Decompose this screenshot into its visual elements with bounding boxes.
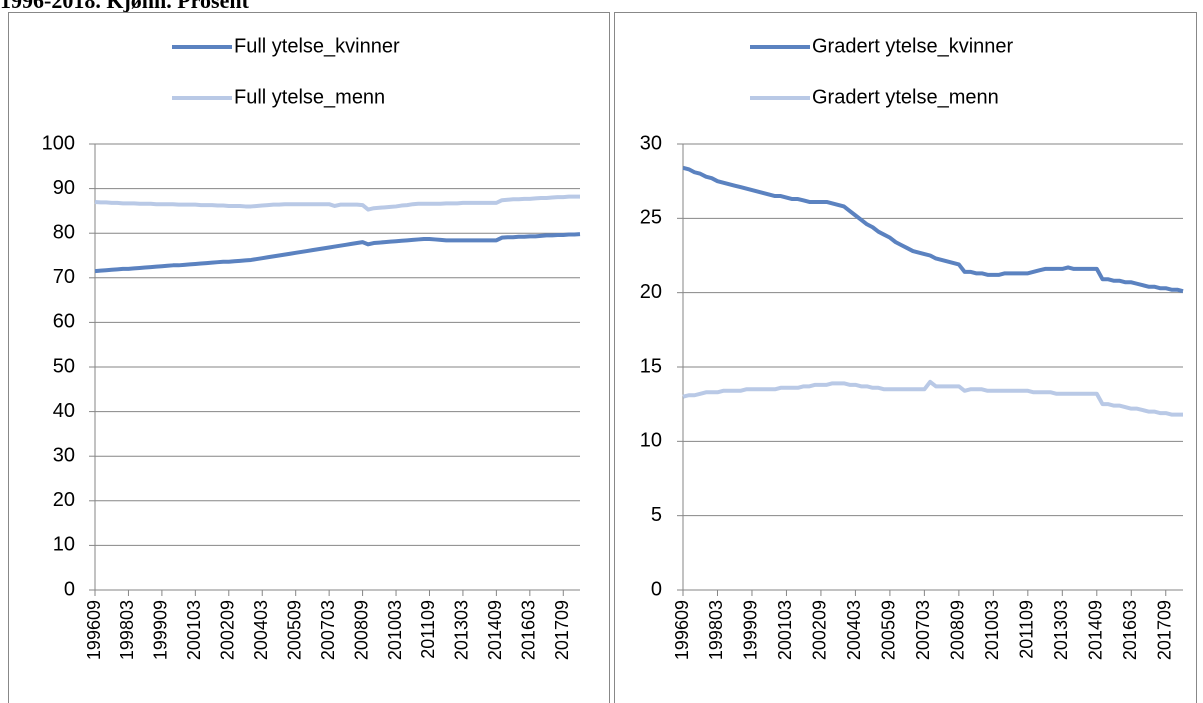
x-tick-label: 199803 (706, 600, 726, 660)
series-line (94, 194, 580, 212)
y-tick-label: 0 (651, 578, 662, 600)
y-tick-label: 15 (640, 355, 662, 377)
x-tick-label: 200103 (184, 600, 204, 660)
x-tick-label: 200209 (218, 600, 238, 660)
y-tick-label: 30 (640, 132, 662, 154)
y-tick-label: 50 (53, 355, 75, 377)
x-tick-label: 201303 (1051, 600, 1071, 660)
x-tick-label: 201409 (485, 600, 505, 660)
legend-label: Full ytelse_menn (234, 86, 385, 108)
x-tick-label: 201003 (385, 600, 405, 660)
x-tick-label: 201603 (519, 600, 539, 660)
legend-label: Gradert ytelse_kvinner (812, 35, 1014, 57)
y-tick-label: 70 (53, 266, 75, 288)
series-line (94, 232, 581, 274)
x-tick-label: 201709 (552, 600, 572, 660)
x-tick-label: 200403 (251, 600, 271, 660)
y-tick-label: 100 (42, 132, 75, 154)
x-tick-label: 199909 (151, 600, 171, 660)
y-tick-label: 20 (53, 489, 75, 511)
heading: 1996-2018. Kjønn. Prosent (0, 0, 250, 13)
x-tick-label: 201303 (452, 600, 472, 660)
x-tick-label: 199909 (741, 600, 761, 660)
x-tick-label: 201109 (1017, 600, 1037, 659)
panel-border (8, 12, 610, 703)
x-tick-label: 200703 (913, 600, 933, 660)
x-tick-label: 201603 (1120, 600, 1140, 660)
x-tick-label: 200509 (284, 600, 304, 660)
x-tick-label: 201709 (1155, 600, 1175, 660)
y-tick-label: 20 (640, 281, 662, 303)
series-line (682, 165, 1184, 294)
y-tick-label: 5 (651, 504, 662, 526)
x-tick-label: 201003 (982, 600, 1002, 660)
y-tick-label: 10 (53, 534, 75, 556)
legend-label: Gradert ytelse_menn (812, 86, 999, 108)
y-tick-label: 80 (53, 221, 75, 243)
panel-border (614, 12, 1197, 703)
x-tick-label: 200403 (844, 600, 864, 660)
x-tick-label: 200509 (879, 600, 899, 660)
x-tick-label: 201409 (1086, 600, 1106, 660)
y-tick-label: 0 (64, 578, 75, 600)
y-tick-label: 60 (53, 311, 75, 333)
y-tick-label: 90 (53, 177, 75, 199)
series-line (682, 379, 1183, 417)
legend-label: Full ytelse_kvinner (234, 35, 400, 57)
x-tick-label: 199609 (672, 600, 692, 660)
y-tick-label: 10 (640, 430, 662, 452)
x-tick-label: 199803 (117, 600, 137, 660)
y-tick-label: 25 (640, 207, 662, 229)
y-tick-label: 40 (53, 400, 75, 422)
x-tick-label: 200103 (775, 600, 795, 660)
x-tick-label: 200209 (810, 600, 830, 660)
x-tick-label: 201109 (418, 600, 438, 659)
x-tick-label: 199609 (84, 600, 104, 660)
x-tick-label: 200809 (948, 600, 968, 660)
x-tick-label: 200809 (351, 600, 371, 660)
y-tick-label: 30 (53, 444, 75, 466)
x-tick-label: 200703 (318, 600, 338, 660)
